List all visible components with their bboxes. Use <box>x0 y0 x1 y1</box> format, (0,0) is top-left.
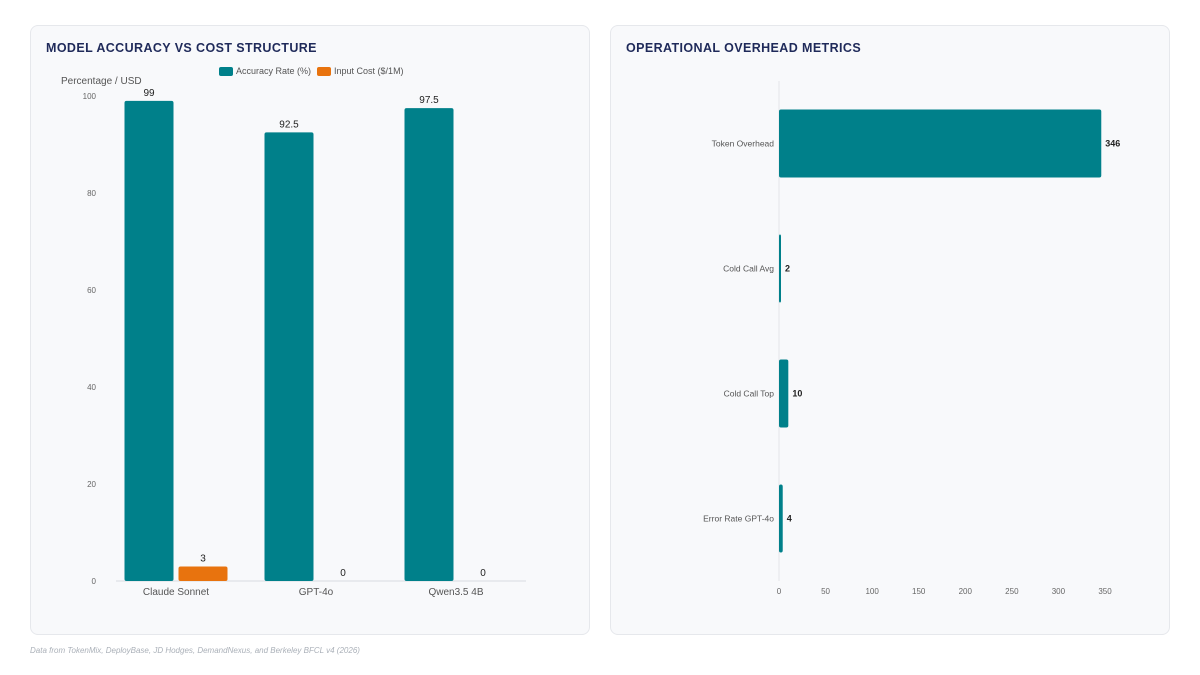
panel-title: OPERATIONAL OVERHEAD METRICS <box>626 41 862 55</box>
overhead-panel: OPERATIONAL OVERHEAD METRICS 0 50 100 150 20… <box>610 25 1170 635</box>
data-label-gpt-4o-input-cost-1m: 0 <box>340 568 346 579</box>
y-tick-label-cold-call-avg: Cold Call Avg <box>723 264 774 274</box>
y-tick-label-token-overhead: Token Overhead <box>712 139 775 149</box>
legend-label-cost: Input Cost ($/1M) <box>334 66 404 76</box>
accuracy-cost-chart: 0 20 40 60 80 100 99 3 Claude Sonnet 92.5 0 GPT-4o 9… <box>83 88 526 598</box>
bar-gpt-4o-accuracy-rate <box>264 132 314 581</box>
legend-swatch-accuracy <box>219 66 233 76</box>
data-label-gpt-4o-accuracy-rate: 92.5 <box>279 119 299 130</box>
x-tick-label-50: 50 <box>821 587 830 596</box>
y-tick-label-80: 80 <box>87 189 96 198</box>
x-tick-label-200: 200 <box>959 587 973 596</box>
data-label-cold-call-avg: 2 <box>785 264 790 274</box>
x-tick-label-100: 100 <box>865 587 879 596</box>
legend-swatch-cost <box>317 66 332 76</box>
accuracy-cost-panel: MODEL ACCURACY VS COST STRUCTURE Accurac… <box>30 25 590 635</box>
y-tick-label-cold-call-top: Cold Call Top <box>724 389 775 399</box>
data-label-qwen3-5-4b-accuracy-rate: 97.5 <box>419 95 439 106</box>
x-tick-label-qwen3-5-4b: Qwen3.5 4B <box>428 587 483 598</box>
y-tick-label-20: 20 <box>87 480 96 489</box>
overhead-chart: 0 50 100 150 200 250 300 350 Token Overhead 346 Co… <box>703 81 1120 596</box>
source-footnote: Data from TokenMix, DeployBase, JD Hodge… <box>30 646 360 655</box>
bar-qwen3-5-4b-accuracy-rate <box>404 108 454 581</box>
y-tick-label-60: 60 <box>87 286 96 295</box>
data-label-qwen3-5-4b-input-cost-1m: 0 <box>480 568 486 579</box>
x-tick-label-150: 150 <box>912 587 926 596</box>
data-label-cold-call-top: 10 <box>792 389 802 399</box>
y-tick-label-100: 100 <box>83 92 97 101</box>
x-tick-label-gpt-4o: GPT-4o <box>299 587 334 598</box>
legend-item-cost[interactable]: Input Cost ($/1M) <box>317 66 404 76</box>
bar-cold-call-top <box>779 359 789 428</box>
legend-item-accuracy[interactable]: Accuracy Rate (%) <box>219 66 311 76</box>
y-tick-label-0: 0 <box>92 577 97 586</box>
x-tick-label-350: 350 <box>1098 587 1112 596</box>
y-axis-label: Percentage / USD <box>61 76 142 87</box>
bar-claude-sonnet-accuracy-rate <box>124 100 174 581</box>
data-label-token-overhead: 346 <box>1105 139 1120 149</box>
bar-claude-sonnet-input-cost-1m <box>178 566 228 581</box>
y-tick-label-error-rate-gpt-4o: Error Rate GPT-4o <box>703 514 774 524</box>
data-label-claude-sonnet-accuracy-rate: 99 <box>143 88 155 99</box>
x-tick-label-300: 300 <box>1052 587 1066 596</box>
data-label-claude-sonnet-input-cost-1m: 3 <box>200 553 206 564</box>
bar-token-overhead <box>779 109 1102 178</box>
legend-label-accuracy: Accuracy Rate (%) <box>236 66 312 76</box>
data-label-error-rate-gpt-4o: 4 <box>787 514 792 524</box>
x-tick-label-0: 0 <box>777 587 782 596</box>
x-tick-label-250: 250 <box>1005 587 1019 596</box>
y-tick-label-40: 40 <box>87 383 96 392</box>
bar-error-rate-gpt-4o <box>779 484 783 553</box>
bar-cold-call-avg <box>779 234 781 303</box>
x-tick-label-claude-sonnet: Claude Sonnet <box>143 587 209 598</box>
panel-title: MODEL ACCURACY VS COST STRUCTURE <box>46 41 317 55</box>
legend: Accuracy Rate (%) Input Cost ($/1M) <box>219 66 404 76</box>
